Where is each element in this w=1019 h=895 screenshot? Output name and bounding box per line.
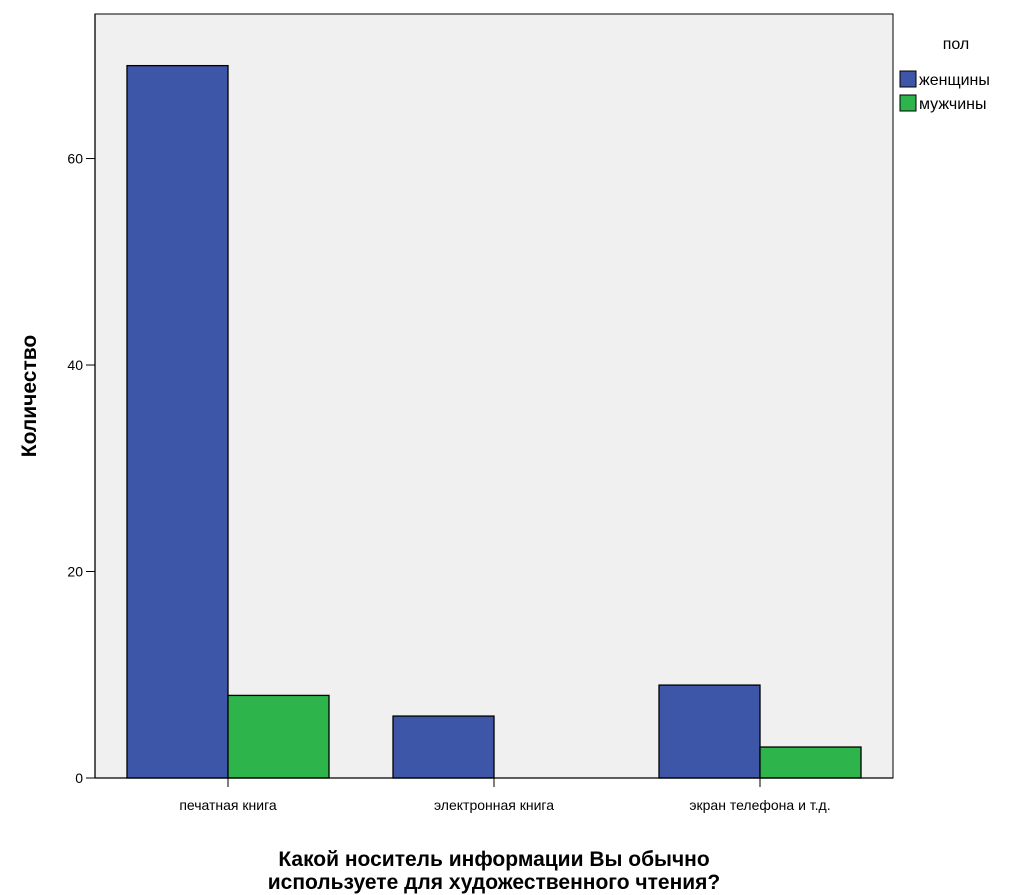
bar-male-2 — [759, 746, 862, 779]
legend-items: женщины мужчины — [899, 70, 990, 113]
y-tick-label: 20 — [67, 564, 83, 580]
x-axis-title-line-1: Какой носитель информации Вы обычно — [278, 848, 709, 871]
legend: пол женщины мужчины — [899, 36, 990, 113]
bar-female-2 — [658, 684, 761, 779]
bars — [126, 64, 862, 779]
y-ticks: 0 20 40 60 — [67, 151, 95, 786]
legend-title: пол — [943, 36, 970, 53]
x-axis-title-line-2: используете для художественного чтения? — [268, 871, 721, 894]
y-tick-label: 0 — [75, 770, 83, 786]
x-tick-label: электронная книга — [434, 797, 554, 813]
bar-female-1 — [392, 715, 495, 779]
legend-swatch-female — [899, 70, 917, 88]
x-tick-label: экран телефона и т.д. — [689, 797, 830, 813]
legend-swatch-male — [899, 94, 917, 112]
bar-male-0 — [227, 694, 330, 779]
x-ticks: печатная книга электронная книга экран тел… — [179, 778, 831, 813]
y-axis-title: Количество — [18, 335, 41, 457]
y-tick-label: 40 — [67, 357, 83, 373]
x-tick-label: печатная книга — [179, 797, 277, 813]
legend-label-male: мужчины — [919, 96, 987, 113]
bar-female-0 — [126, 64, 229, 779]
legend-label-female: женщины — [919, 72, 990, 89]
y-tick-label: 60 — [67, 151, 83, 167]
